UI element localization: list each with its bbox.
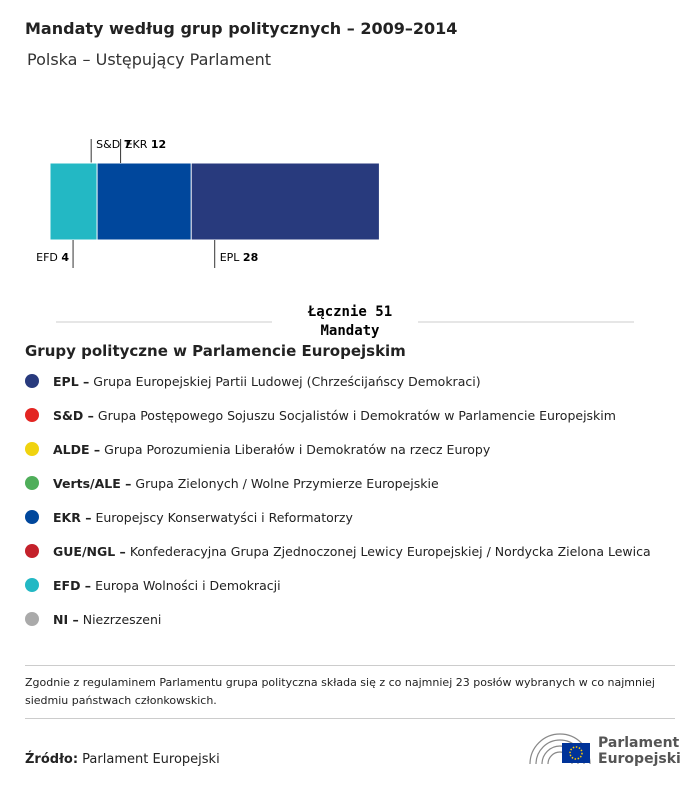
legend-description: Grupa Porozumienia Liberałów i Demokrató…: [104, 441, 491, 457]
logo: Parlament Europejski: [529, 733, 680, 767]
title: Mandaty według grup politycznych – 2009–…: [25, 19, 458, 38]
legend-swatch: [25, 612, 39, 626]
legend-abbr: ALDE –: [53, 441, 101, 457]
legend-item: ALDE – Grupa Porozumienia Liberałów i Dem…: [25, 440, 490, 458]
legend-swatch: [25, 374, 39, 388]
segment-value: 7: [124, 138, 132, 151]
legend-swatch: [25, 476, 39, 490]
segment-value: 28: [243, 251, 258, 264]
source-label: Źródło:: [25, 752, 79, 767]
legend-description: Konfederacyjna Grupa Zjednoczonej Lewicy…: [129, 543, 651, 559]
logo-text: Parlament: [598, 735, 680, 751]
footnote-box: Zgodnie z regulaminem Parlamentu grupa p…: [25, 665, 675, 719]
legend-item: S&D – Grupa Postępowego Sojuszu Socjalist…: [25, 406, 616, 424]
legend-abbr: EKR –: [53, 509, 92, 525]
legend-swatch: [25, 544, 39, 558]
segment-label: EKR 12: [126, 138, 167, 151]
segment-name: S&D: [96, 138, 120, 151]
segment-name: EPL: [220, 251, 241, 264]
legend-item: Verts/ALE – Grupa Zielonych / Wolne Przym…: [25, 474, 439, 492]
legend-abbr: S&D –: [53, 407, 94, 423]
segment-name: EFD: [36, 251, 58, 264]
legend-item: EFD – Europa Wolności i Demokracji: [25, 576, 281, 594]
segment-value: 12: [151, 138, 166, 151]
legend-abbr: EPL –: [53, 373, 90, 389]
segment-label: EFD 4: [36, 251, 69, 264]
total-unit: Mandaty: [320, 323, 380, 339]
legend-item: EPL – Grupa Europejskiej Partii Ludowej (…: [25, 372, 481, 390]
segment-label: EPL 28: [220, 251, 259, 264]
legend-swatch: [25, 442, 39, 456]
legend-description: Grupa Zielonych / Wolne Przymierze Europ…: [135, 475, 439, 491]
segment-value: 4: [61, 251, 69, 264]
legend-swatch: [25, 408, 39, 422]
bar-segment: [49, 162, 98, 241]
logo-text: Europejski: [598, 751, 680, 767]
legend-description: Europa Wolności i Demokracji: [95, 577, 281, 593]
source-text: Parlament Europejski: [82, 752, 220, 767]
legend-item: GUE/NGL – Konfederacyjna Grupa Zjednoczon…: [25, 542, 651, 560]
legend-description: Grupa Postępowego Sojuszu Socjalistów i …: [97, 407, 616, 423]
legend-item: EKR – Europejscy Konserwatyści i Reformat…: [25, 508, 353, 526]
footnote: Zgodnie z regulaminem Parlamentu grupa p…: [25, 676, 655, 707]
legend-title: Grupy polityczne w Parlamencie Europejsk…: [25, 342, 406, 360]
legend-abbr: Verts/ALE –: [53, 475, 132, 491]
legend-description: Niezrzeszeni: [82, 611, 162, 627]
segment-label: S&D 7: [96, 138, 131, 151]
segment-name: EKR: [126, 138, 148, 151]
legend-swatch: [25, 510, 39, 524]
legend-description: Grupa Europejskiej Partii Ludowej (Chrze…: [93, 373, 481, 389]
legend-abbr: NI –: [53, 611, 79, 627]
legend-abbr: EFD –: [53, 577, 92, 593]
chart: Łącznie 51 Mandaty S&D 7 EPL 28 EKR 12 EFD …: [36, 138, 634, 339]
legend-item: NI – Niezrzeszeni: [25, 610, 161, 628]
subtitle: Polska – Ustępujący Parlament: [27, 50, 272, 69]
legend-abbr: GUE/NGL –: [53, 543, 126, 559]
total-label: Łącznie 51: [307, 304, 392, 320]
source: Źródło: Parlament Europejski: [25, 752, 220, 767]
legend-description: Europejscy Konserwatyści i Reformatorzy: [95, 509, 353, 525]
legend-swatch: [25, 578, 39, 592]
